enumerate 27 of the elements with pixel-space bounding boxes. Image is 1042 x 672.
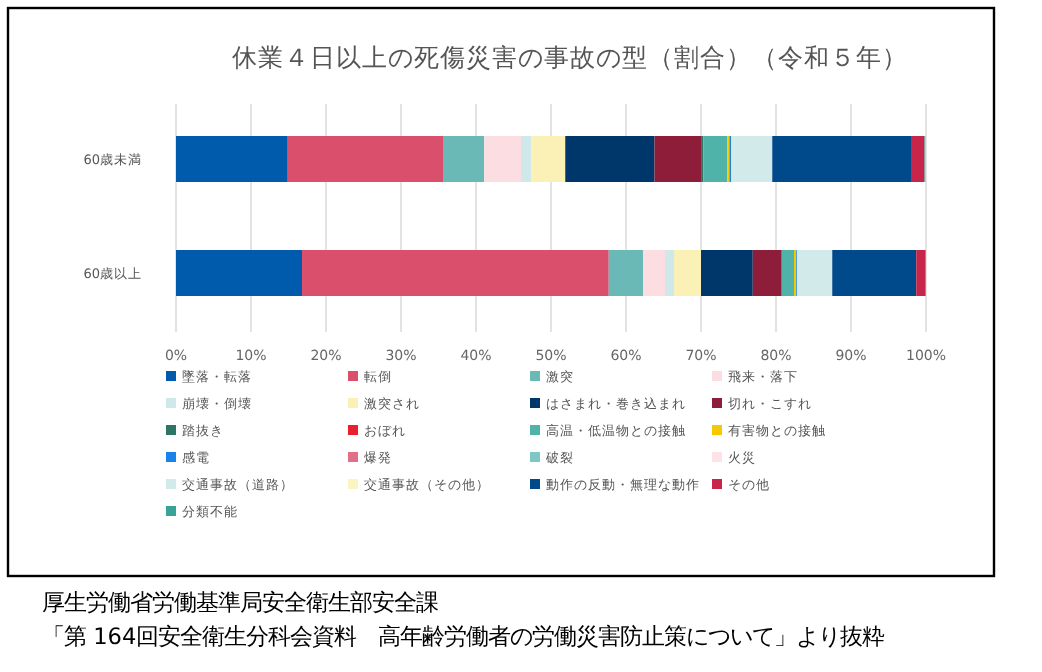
bar: [916, 250, 926, 296]
bar: [911, 136, 925, 182]
bar: [643, 250, 665, 296]
bar: [731, 136, 773, 182]
bar: [521, 136, 532, 182]
text: 「第 164回安全衛生分科会資料 高年齢労働者の労働災害防止策について」より抜粋: [42, 624, 885, 650]
chart-title: 休業４日以上の死傷災害の事故の型（割合）（令和５年）: [232, 42, 908, 72]
bar: [772, 136, 911, 182]
bar: [531, 136, 566, 182]
bar: [674, 250, 701, 296]
bar: [752, 250, 782, 296]
bar: [703, 136, 728, 182]
bar: [443, 136, 485, 182]
bar: [176, 136, 288, 182]
bar: [782, 250, 794, 296]
bar: [565, 136, 655, 182]
bar: [484, 136, 521, 182]
bar: [701, 250, 753, 296]
bar: [176, 250, 302, 296]
bar: [608, 250, 644, 296]
bar: [797, 250, 833, 296]
bar: [654, 136, 702, 182]
text: 厚生労働省労働基準局安全衛生部安全課: [42, 590, 438, 616]
bar: [302, 250, 609, 296]
bar: [665, 250, 674, 296]
bar: [832, 250, 917, 296]
bar: [287, 136, 443, 182]
